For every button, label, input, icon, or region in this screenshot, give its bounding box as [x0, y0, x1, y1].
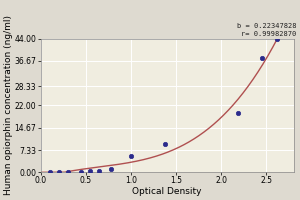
Point	[79, 170, 84, 174]
Point	[47, 171, 52, 174]
Point	[88, 170, 93, 173]
Point	[235, 111, 240, 115]
Point	[65, 171, 70, 174]
Point	[97, 169, 102, 172]
Y-axis label: Human opiorphin concentration (ng/ml): Human opiorphin concentration (ng/ml)	[4, 15, 13, 195]
X-axis label: Optical Density: Optical Density	[132, 187, 202, 196]
Point	[275, 37, 280, 40]
Point	[128, 155, 133, 158]
Point	[109, 167, 113, 170]
Point	[163, 143, 168, 146]
Text: b = 0.22347828
r= 0.99982870: b = 0.22347828 r= 0.99982870	[236, 23, 296, 37]
Point	[56, 171, 61, 174]
Point	[260, 57, 264, 60]
